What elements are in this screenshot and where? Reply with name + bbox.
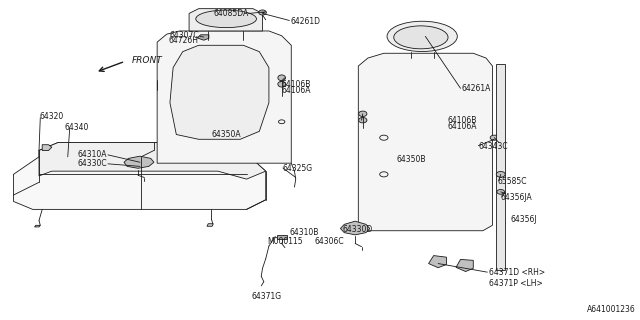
Text: 64261D: 64261D (291, 17, 321, 26)
Text: 64085DA: 64085DA (213, 9, 248, 18)
Ellipse shape (196, 10, 257, 28)
Ellipse shape (358, 111, 367, 116)
Text: 64350A: 64350A (211, 130, 241, 139)
Polygon shape (13, 142, 266, 209)
Text: 64356JA: 64356JA (500, 193, 532, 202)
Ellipse shape (387, 21, 458, 52)
Polygon shape (207, 224, 213, 226)
Text: 64106A: 64106A (448, 122, 477, 131)
Ellipse shape (497, 189, 504, 194)
Polygon shape (197, 35, 209, 40)
Text: 64330D: 64330D (342, 225, 372, 234)
Ellipse shape (259, 10, 266, 15)
Polygon shape (39, 142, 266, 179)
Ellipse shape (278, 81, 285, 87)
Polygon shape (495, 64, 505, 270)
Text: 64371D <RH>: 64371D <RH> (488, 268, 545, 277)
Text: 64320: 64320 (39, 112, 63, 121)
Ellipse shape (496, 172, 505, 177)
Text: 64350B: 64350B (397, 155, 426, 164)
Text: FRONT: FRONT (132, 56, 163, 65)
Polygon shape (340, 221, 370, 235)
Text: 64106A: 64106A (282, 86, 311, 95)
Polygon shape (456, 260, 473, 271)
Text: A641001236: A641001236 (588, 305, 636, 314)
Text: 64330C: 64330C (77, 159, 107, 168)
Text: 65585C: 65585C (497, 177, 527, 186)
Polygon shape (429, 256, 447, 268)
Text: 64307C: 64307C (169, 31, 198, 40)
Text: 64325G: 64325G (283, 164, 313, 173)
Polygon shape (35, 225, 40, 227)
Polygon shape (157, 31, 291, 163)
Text: 64306C: 64306C (315, 237, 344, 246)
Ellipse shape (490, 135, 499, 140)
Polygon shape (358, 53, 492, 231)
Ellipse shape (358, 117, 367, 123)
Text: M000115: M000115 (268, 237, 303, 246)
Text: 64371G: 64371G (252, 292, 282, 300)
Text: 64106B: 64106B (282, 80, 311, 89)
Text: 64106B: 64106B (448, 116, 477, 125)
Ellipse shape (278, 75, 285, 81)
Text: 64310A: 64310A (77, 150, 107, 159)
Text: 64343C: 64343C (478, 142, 508, 151)
Text: 64340: 64340 (65, 123, 89, 132)
Text: 64356J: 64356J (510, 215, 537, 224)
Polygon shape (189, 9, 262, 31)
Text: 64726H: 64726H (169, 36, 198, 45)
Polygon shape (124, 156, 154, 168)
Polygon shape (170, 45, 269, 139)
Text: 64261A: 64261A (462, 84, 491, 93)
Text: 64371P <LH>: 64371P <LH> (488, 279, 542, 288)
Ellipse shape (394, 26, 448, 49)
Text: 64310B: 64310B (289, 228, 319, 237)
Polygon shape (276, 235, 287, 239)
Polygon shape (42, 145, 52, 150)
